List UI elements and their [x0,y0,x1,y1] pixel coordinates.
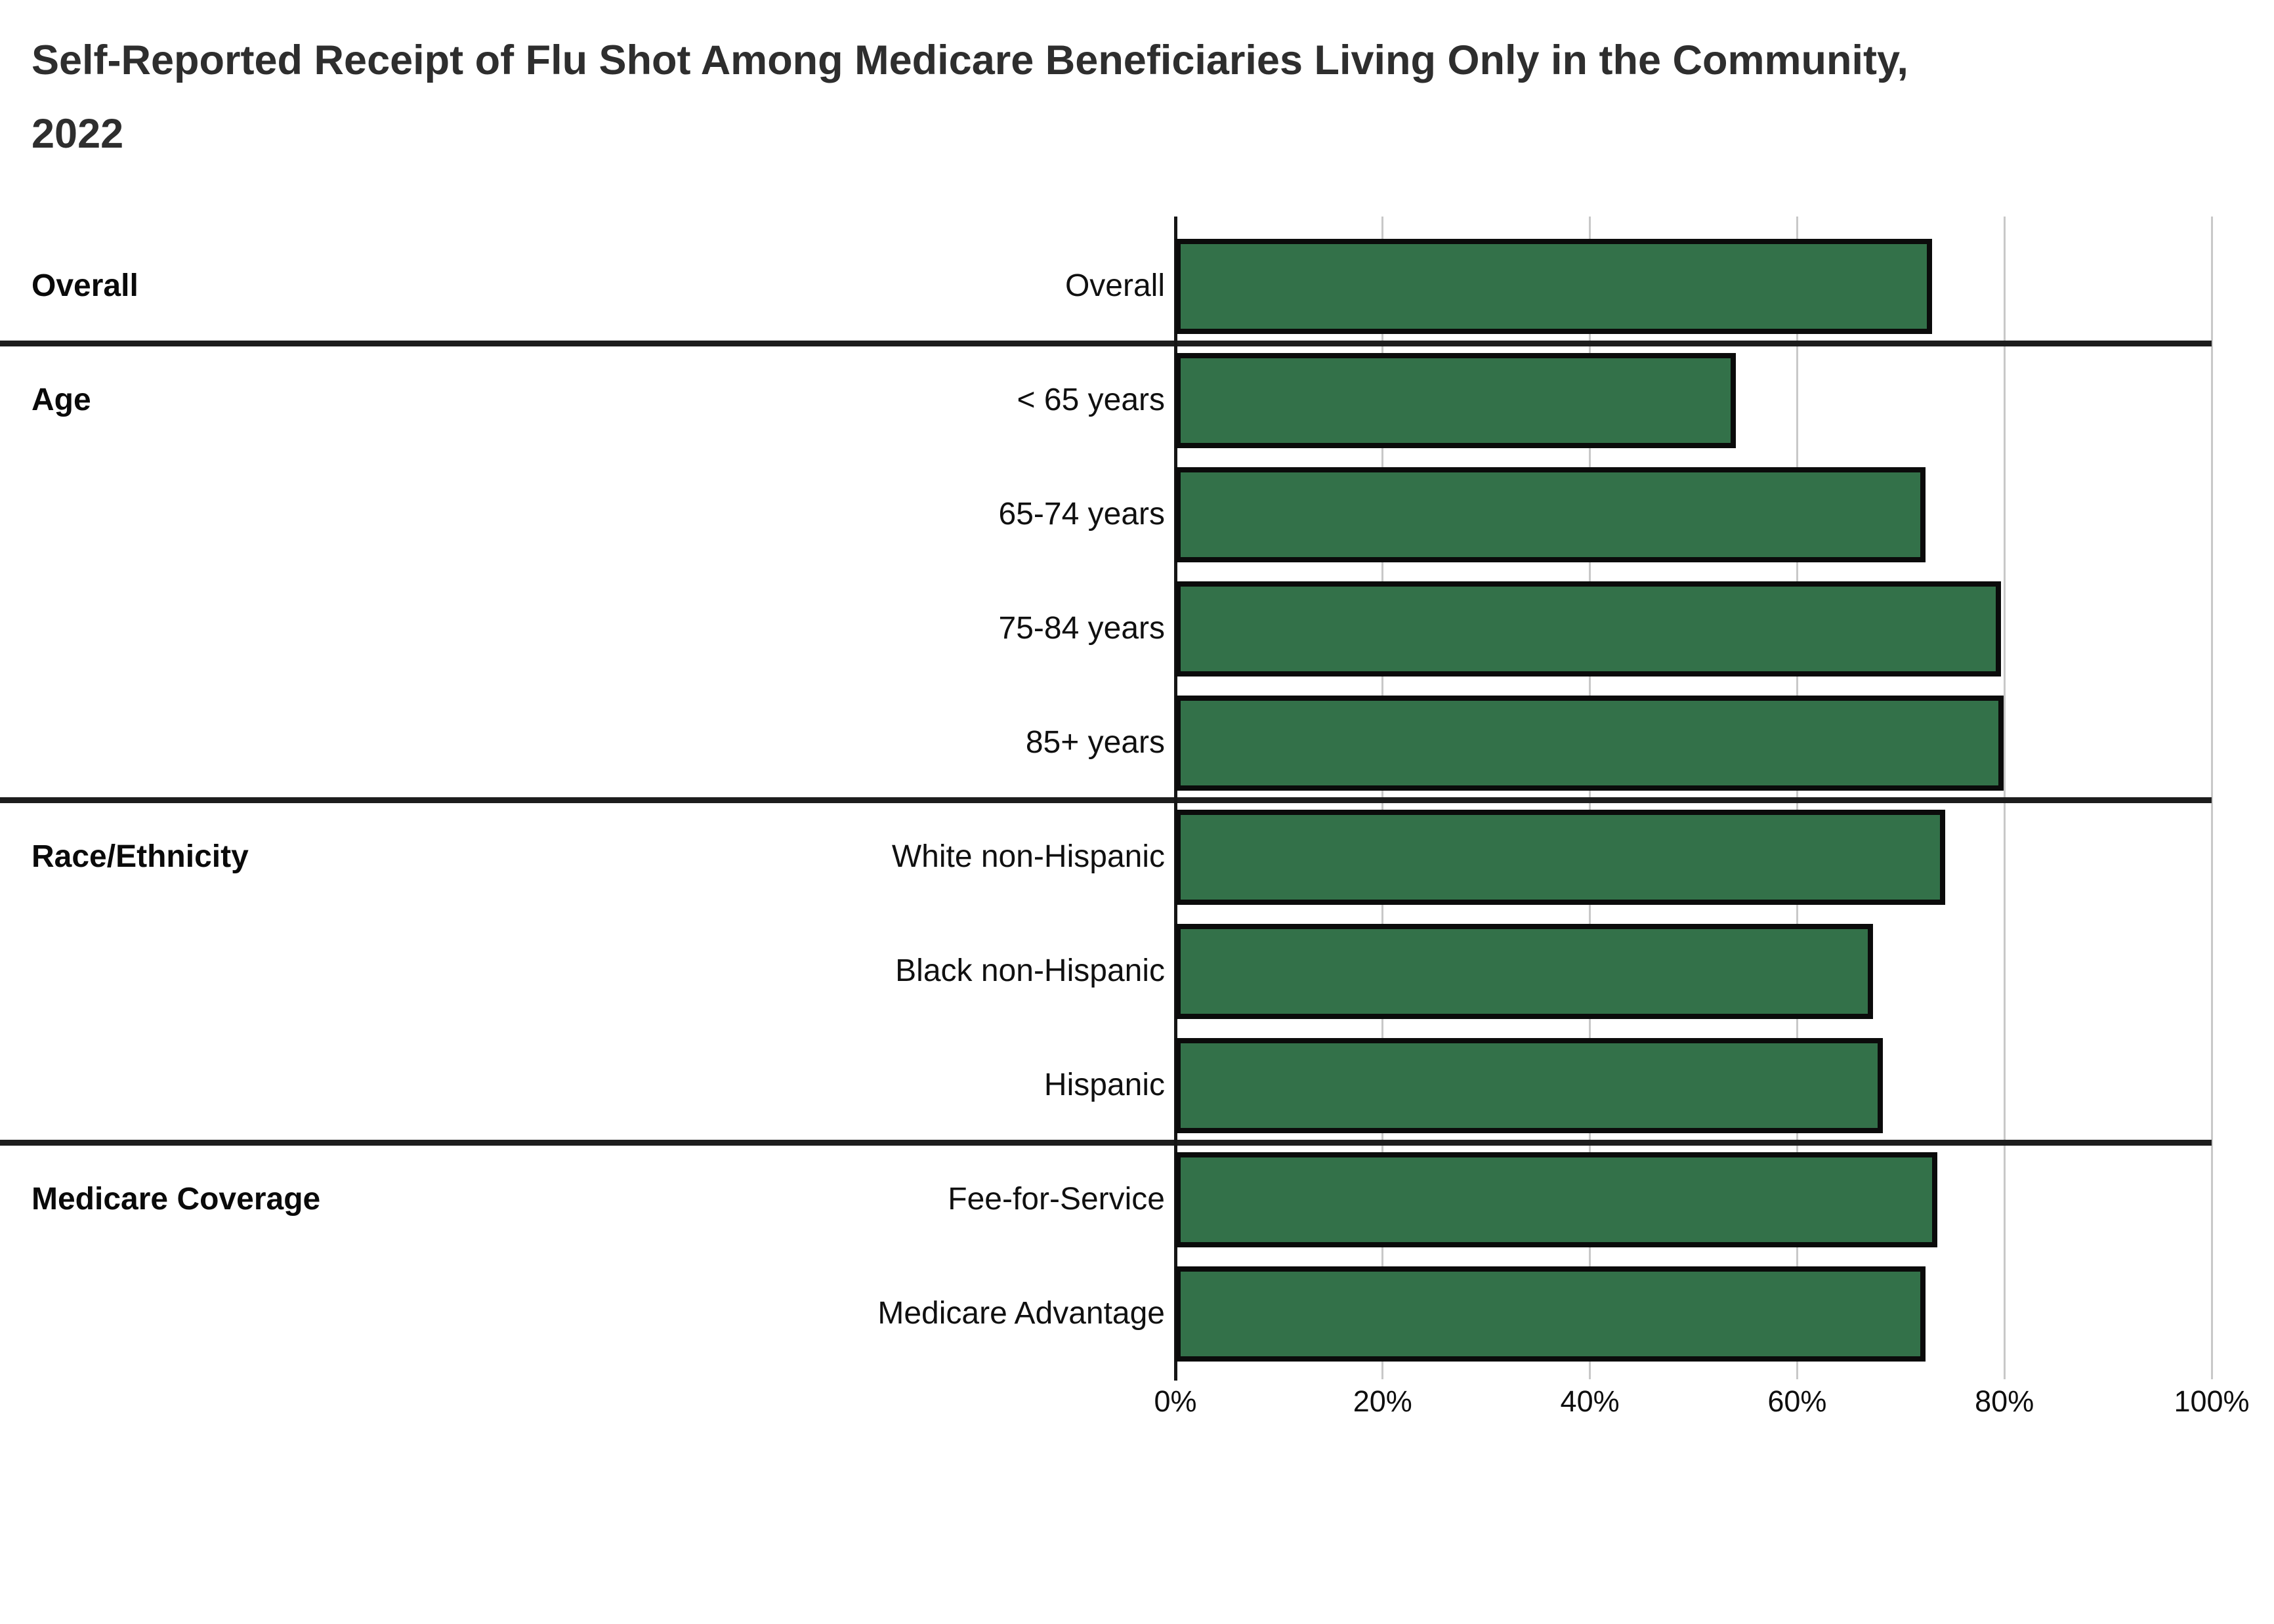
group-label-race-ethnicity: Race/Ethnicity [32,839,249,874]
row-label-hispanic: Hispanic [1043,1068,1165,1102]
bar-white-non-hispanic [1175,809,1946,905]
bar-85-years [1175,695,2004,791]
row-label-fee-for-service: Fee-for-Service [948,1182,1165,1217]
group-label-age: Age [32,383,91,417]
row-label-85-years: 85+ years [1025,725,1165,760]
x-tick-label-0: 0% [1154,1385,1197,1418]
bar-65-74-years [1175,467,1926,562]
row-label-white-non-hispanic: White non-Hispanic [891,839,1165,874]
x-tick-label-100: 100% [2174,1385,2250,1418]
bar-hispanic [1175,1037,1884,1133]
x-tick-label-20: 20% [1353,1385,1412,1418]
chart-title: Self-Reported Receipt of Flu Shot Among … [32,37,1908,157]
row-label-65-74-years: 65-74 years [998,497,1165,531]
bar-black-non-hispanic [1175,923,1873,1019]
section-separator [0,1139,2212,1146]
y-axis-line [1174,217,1177,1381]
x-tick-label-80: 80% [1975,1385,2034,1418]
group-label-medicare-coverage: Medicare Coverage [32,1182,321,1217]
gridline-100 [2210,217,2213,1379]
row-label-75-84-years: 75-84 years [998,611,1165,646]
bar-overall [1175,238,1932,334]
bar-75-84-years [1175,581,2002,677]
bar-65-years [1175,352,1737,448]
row-label-overall: Overall [1064,268,1165,303]
bar-medicare-advantage [1175,1266,1926,1362]
group-label-overall: Overall [32,268,138,303]
x-tick-label-40: 40% [1560,1385,1620,1418]
section-separator [0,340,2212,346]
x-tick-label-60: 60% [1767,1385,1827,1418]
bar-fee-for-service [1175,1152,1937,1247]
row-label-medicare-advantage: Medicare Advantage [877,1296,1165,1331]
section-separator [0,797,2212,803]
row-label-65-years: < 65 years [1017,383,1165,417]
row-label-black-non-hispanic: Black non-Hispanic [895,953,1165,988]
